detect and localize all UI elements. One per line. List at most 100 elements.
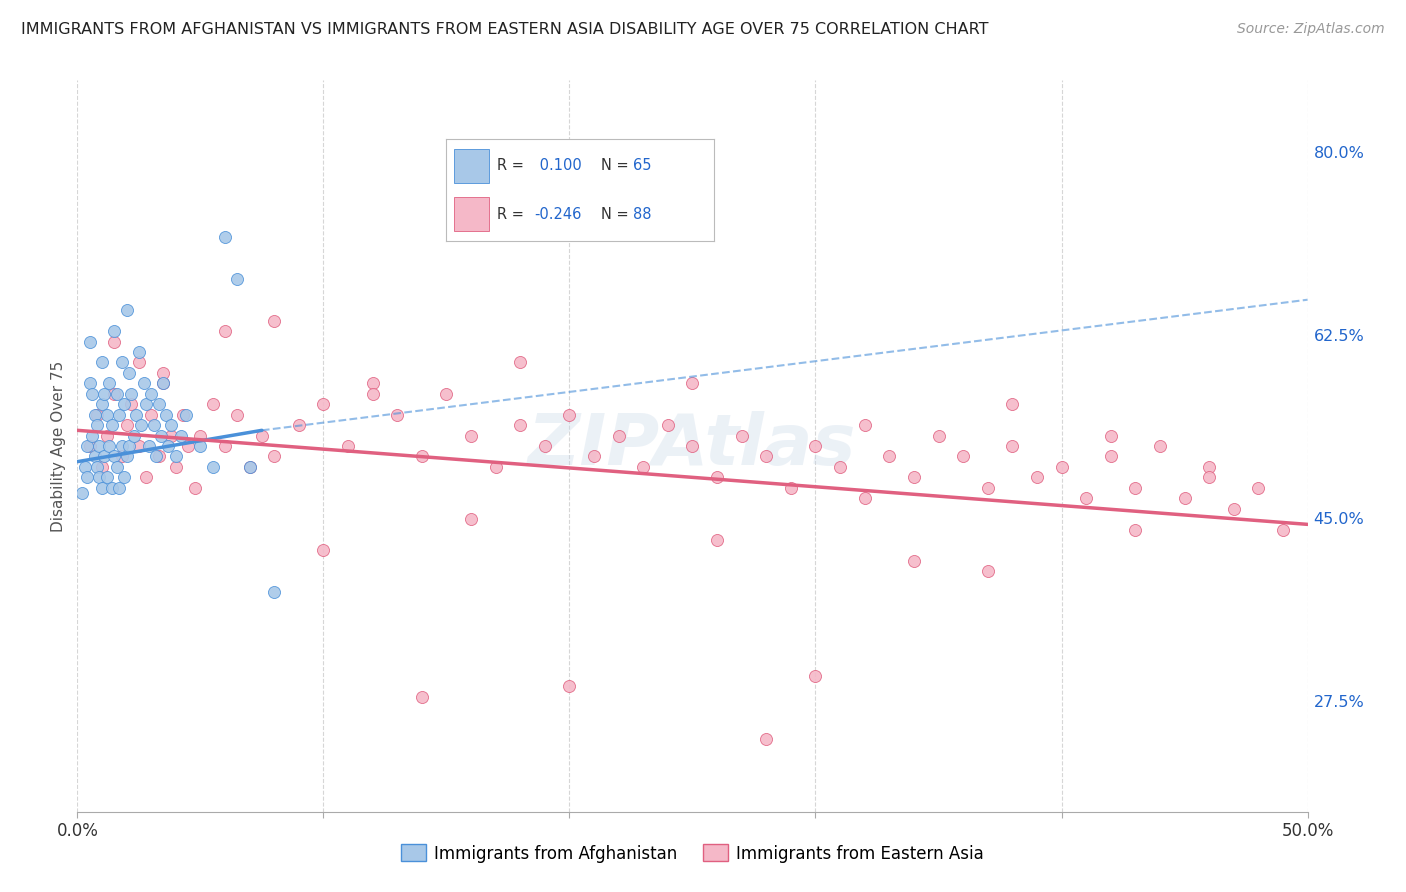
Point <box>853 418 876 433</box>
Point <box>165 459 187 474</box>
Text: 88: 88 <box>633 207 652 221</box>
Point <box>1198 459 1220 474</box>
Point <box>73 459 96 474</box>
Point <box>105 386 128 401</box>
Point <box>128 439 150 453</box>
Point <box>385 408 409 422</box>
Point <box>239 459 262 474</box>
Point <box>103 450 125 464</box>
Point <box>485 459 508 474</box>
Point <box>101 481 124 495</box>
Point <box>1076 491 1098 506</box>
Point <box>129 418 153 433</box>
Point <box>111 439 132 453</box>
Point <box>226 408 249 422</box>
Point <box>928 428 950 442</box>
Point <box>460 512 482 526</box>
Text: N =: N = <box>602 158 634 173</box>
Point <box>780 481 803 495</box>
Point <box>1125 523 1147 537</box>
Point <box>509 355 531 369</box>
Point <box>86 459 108 474</box>
Point <box>263 450 285 464</box>
Text: 62.5%: 62.5% <box>1313 329 1364 343</box>
Point <box>90 459 114 474</box>
Point <box>115 450 138 464</box>
Bar <box>454 149 489 183</box>
Point <box>112 470 135 484</box>
Point <box>977 481 1000 495</box>
Point <box>90 355 114 369</box>
Point <box>1223 501 1246 516</box>
Point <box>112 397 135 411</box>
Text: Source: ZipAtlas.com: Source: ZipAtlas.com <box>1237 22 1385 37</box>
Point <box>96 408 118 422</box>
Point <box>125 408 148 422</box>
Point <box>93 386 115 401</box>
Point <box>558 408 581 422</box>
Point <box>121 386 143 401</box>
Text: 45.0%: 45.0% <box>1313 512 1364 526</box>
Point <box>903 554 925 568</box>
Point <box>1125 481 1147 495</box>
Point <box>977 565 1000 579</box>
Point <box>135 397 157 411</box>
Legend: Immigrants from Afghanistan, Immigrants from Eastern Asia: Immigrants from Afghanistan, Immigrants … <box>395 838 990 869</box>
Point <box>755 450 778 464</box>
Point <box>534 439 557 453</box>
Point <box>706 470 728 484</box>
Point <box>830 459 852 474</box>
Point <box>96 470 118 484</box>
Point <box>657 418 679 433</box>
Point <box>115 418 138 433</box>
Point <box>411 690 433 704</box>
Point <box>89 439 111 453</box>
Point <box>1001 439 1024 453</box>
Point <box>804 439 827 453</box>
Point <box>118 366 141 380</box>
Point <box>1247 481 1270 495</box>
Point <box>155 408 177 422</box>
Point <box>121 397 143 411</box>
Point <box>89 470 111 484</box>
Point <box>1149 439 1171 453</box>
Point <box>337 439 360 453</box>
Text: 0.100: 0.100 <box>534 158 581 173</box>
Point <box>108 408 131 422</box>
Point <box>76 470 98 484</box>
Point <box>132 376 155 391</box>
Point <box>141 386 163 401</box>
Point <box>361 376 384 391</box>
Point <box>1001 397 1024 411</box>
Point <box>1026 470 1049 484</box>
Point <box>82 428 104 442</box>
Point <box>755 731 778 746</box>
Text: IMMIGRANTS FROM AFGHANISTAN VS IMMIGRANTS FROM EASTERN ASIA DISABILITY AGE OVER : IMMIGRANTS FROM AFGHANISTAN VS IMMIGRANT… <box>21 22 988 37</box>
Point <box>135 470 157 484</box>
Point <box>157 439 180 453</box>
Point <box>165 450 187 464</box>
Point <box>1099 428 1122 442</box>
Point <box>174 408 197 422</box>
Point <box>145 450 167 464</box>
Point <box>96 428 118 442</box>
Point <box>1198 470 1220 484</box>
Point <box>214 439 236 453</box>
Point <box>201 459 224 474</box>
Point <box>128 355 150 369</box>
Point <box>188 439 212 453</box>
Point <box>706 533 728 547</box>
Bar <box>454 197 489 231</box>
Y-axis label: Disability Age Over 75: Disability Age Over 75 <box>51 360 66 532</box>
Point <box>853 491 876 506</box>
Point <box>90 397 114 411</box>
Point <box>188 428 212 442</box>
Point <box>105 459 128 474</box>
Point <box>607 428 630 442</box>
Point <box>509 418 531 433</box>
Point <box>361 386 384 401</box>
Text: R =: R = <box>498 207 529 221</box>
Point <box>152 366 174 380</box>
Point <box>558 679 581 693</box>
Point <box>214 324 236 338</box>
